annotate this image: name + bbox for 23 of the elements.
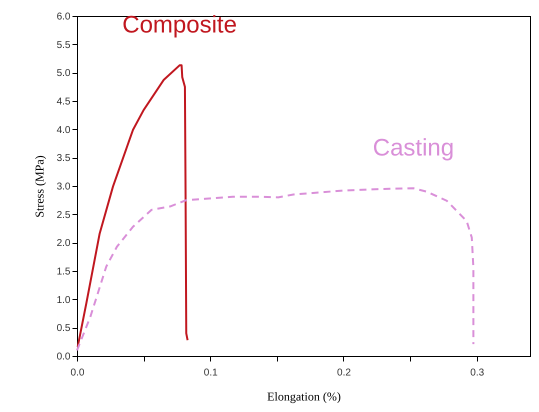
y-tick-label: 3.0: [56, 182, 71, 192]
y-tick-label: 5.0: [56, 68, 71, 80]
y-tick-label: 0.5: [56, 323, 71, 334]
x-tick-label: 0.0: [70, 368, 85, 378]
y-axis-title: Stress (MPa): [32, 155, 47, 218]
y-tick-label: 0.0: [56, 352, 71, 362]
y-tick-label: 1.5: [56, 266, 71, 278]
y-tick-label: 2.0: [56, 238, 71, 250]
y-tick-label: 6.0: [56, 12, 71, 22]
y-tick-label: 1.0: [56, 294, 71, 306]
line-series: [76, 64, 189, 348]
series-label: Composite: [122, 11, 237, 38]
y-tick-label: 4.0: [56, 124, 71, 136]
x-tick-label: 0.3: [470, 368, 485, 378]
y-tick-label: 2.5: [56, 210, 71, 221]
y-tick-label: 5.5: [56, 40, 71, 51]
y-tick-label: 3.5: [56, 153, 71, 164]
x-axis-title: Elongation (%): [267, 390, 341, 404]
line-series: [76, 187, 474, 352]
series-label: Casting: [372, 134, 454, 162]
x-tick-label: 0.2: [337, 368, 352, 378]
x-tick-label: 0.1: [204, 368, 218, 378]
y-tick-label: 4.5: [56, 96, 71, 108]
